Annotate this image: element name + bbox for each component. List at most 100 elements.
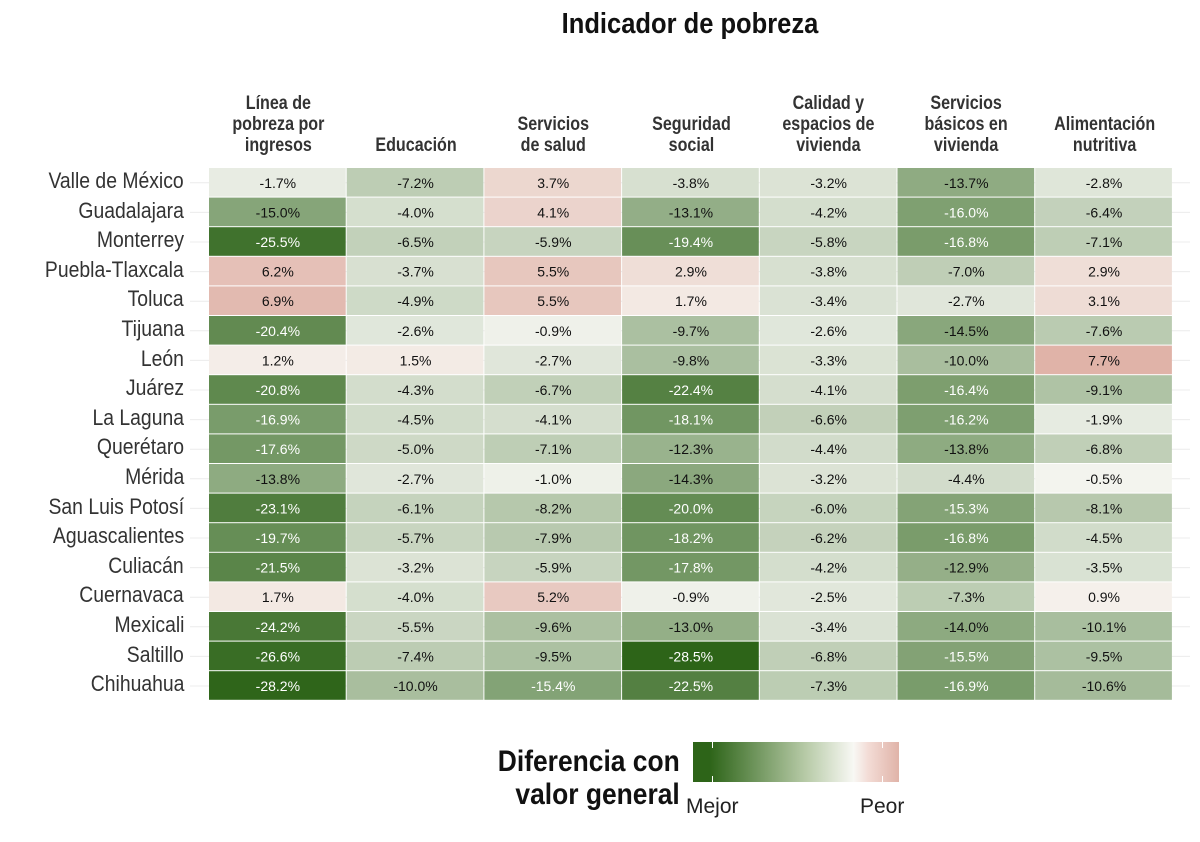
column-header-text: Alimentación nutritiva [1049, 114, 1159, 156]
cell-value-label: 4.1% [537, 204, 569, 220]
cell-value-label: -15.3% [944, 500, 988, 516]
row-label: Culiacán [0, 551, 184, 581]
heatmap-cell [897, 286, 1035, 315]
cell-value-label: -17.8% [669, 560, 713, 576]
cell-value-label: -15.4% [531, 678, 575, 694]
heatmap-cell [897, 523, 1035, 552]
heatmap-cell [622, 671, 759, 700]
cell-value-label: -4.2% [810, 560, 847, 576]
cell-value-label: -3.2% [810, 471, 847, 487]
heatmap-cell [897, 168, 1035, 197]
heatmap-cell [1035, 345, 1172, 375]
cell-value-label: -1.0% [535, 471, 572, 487]
legend-low-label: Mejor [686, 795, 739, 818]
column-header-line: social [668, 135, 714, 156]
cell-value-label: -16.2% [944, 412, 988, 428]
row-label: Saltillo [0, 640, 184, 670]
heatmap-cell [346, 582, 484, 611]
cell-value-label: -4.4% [810, 441, 847, 457]
heatmap-cell [346, 434, 484, 463]
cell-value-label: -16.9% [256, 412, 300, 428]
heatmap-cell [346, 641, 484, 671]
heatmap-cell [484, 404, 622, 434]
cell-value-label: -28.5% [669, 648, 713, 664]
cell-value-label: -19.7% [256, 530, 300, 546]
cell-value-label: -3.4% [810, 619, 847, 635]
heatmap-cell [209, 375, 346, 404]
cell-value-label: -17.6% [256, 441, 300, 457]
row-label-text: Mexicali [114, 612, 184, 637]
cell-value-label: -6.0% [810, 500, 847, 516]
cell-value-label: 1.5% [400, 352, 432, 368]
heatmap-cell [897, 582, 1035, 611]
cell-value-label: -24.2% [256, 619, 300, 635]
heatmap-cell [897, 612, 1035, 641]
cell-value-label: -26.6% [256, 648, 300, 664]
cell-value-label: -2.5% [810, 589, 847, 605]
heatmap-cell [1035, 197, 1172, 227]
row-label: Aguascalientes [0, 521, 184, 551]
cell-value-label: -16.0% [944, 204, 988, 220]
heatmap-cell [209, 612, 346, 641]
heatmap-cell [484, 434, 622, 463]
column-header-line: Alimentación [1053, 114, 1155, 135]
cell-value-label: 5.2% [537, 589, 569, 605]
heatmap-cell [346, 168, 484, 197]
heatmap-cell [209, 256, 346, 286]
cell-value-label: 1.2% [262, 352, 294, 368]
heatmap-cell [346, 197, 484, 227]
cell-value-label: -13.1% [669, 204, 713, 220]
heatmap-cell [484, 375, 622, 404]
row-label-text: Saltillo [126, 641, 184, 667]
row-label-text: Puebla-Tlaxcala [45, 256, 184, 282]
heatmap-cell [346, 286, 484, 315]
cell-value-label: -18.2% [669, 530, 713, 546]
heatmap-cell [209, 316, 346, 345]
cell-value-label: -5.9% [535, 560, 572, 576]
heatmap-cell [1035, 168, 1172, 197]
cell-value-label: -4.5% [397, 412, 434, 428]
cell-value-label: -3.2% [397, 560, 434, 576]
cell-value-label: -12.3% [669, 441, 713, 457]
heatmap-cell [346, 227, 484, 256]
heatmap-cell [484, 641, 622, 671]
heatmap-cell [622, 641, 759, 671]
cell-value-label: 2.9% [675, 264, 707, 280]
heatmap-cell [1035, 375, 1172, 404]
column-header-text: Seguridad social [648, 114, 733, 156]
cell-value-label: 6.9% [262, 293, 294, 309]
cell-value-label: -4.9% [397, 293, 434, 309]
cell-value-label: 3.7% [537, 175, 569, 191]
cell-value-label: -6.5% [397, 234, 434, 250]
cell-value-label: -7.0% [948, 264, 985, 280]
heatmap-cell [897, 434, 1035, 463]
heatmap-cell [209, 197, 346, 227]
cell-value-label: -6.8% [1086, 441, 1123, 457]
cell-value-label: -21.5% [256, 560, 300, 576]
cell-value-label: -5.8% [810, 234, 847, 250]
column-header: Seguridad social [622, 78, 760, 156]
heatmap-cell [484, 582, 622, 611]
cell-value-label: -10.6% [1082, 678, 1126, 694]
heatmap-cell [759, 197, 897, 227]
heatmap-cell [346, 375, 484, 404]
heatmap-cell [759, 404, 897, 434]
heatmap-cell [759, 286, 897, 315]
column-header-line: vivienda [934, 135, 999, 156]
row-label: Juárez [0, 373, 184, 403]
heatmap-cell [1035, 671, 1172, 700]
heatmap-cell [1035, 582, 1172, 611]
column-header-text: Educación [371, 135, 459, 156]
cell-value-label: -2.7% [535, 352, 572, 368]
cell-value-label: -2.6% [810, 323, 847, 339]
cell-value-label: -4.1% [535, 412, 572, 428]
heatmap-cell [484, 464, 622, 493]
heatmap-cell [622, 256, 759, 286]
cell-value-label: -13.0% [669, 619, 713, 635]
row-label-text: Aguascalientes [52, 523, 184, 549]
heatmap-cell [484, 345, 622, 375]
cell-value-label: -7.3% [810, 678, 847, 694]
column-header-line: Educación [375, 135, 457, 156]
row-label: Guadalajara [0, 196, 184, 226]
heatmap-cell [759, 434, 897, 463]
